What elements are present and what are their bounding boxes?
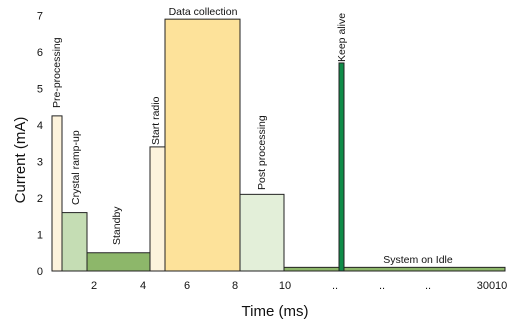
phase-label-system-on-idle: System on Idle: [383, 254, 453, 266]
phase-label-data-collection: Data collection: [169, 6, 238, 18]
phase-label-pre-processing: Pre-processing: [51, 37, 63, 108]
phase-label-post-processing: Post processing: [256, 115, 268, 190]
y-tick-label: 7: [37, 11, 43, 23]
bar-keep-alive: [338, 62, 345, 272]
bar-pre-processing: [51, 115, 63, 272]
y-tick-label: 2: [37, 193, 43, 205]
x-tick-label: ..: [379, 280, 385, 292]
bar-crystal-ramp-up: [61, 212, 88, 272]
x-tick-label: 30010: [477, 280, 508, 292]
phase-labels: Pre-processing Crystal ramp-up Standby Star…: [51, 6, 453, 266]
x-tick-label: 8: [232, 280, 238, 292]
bar-post-processing: [239, 193, 285, 272]
bar-standby: [86, 252, 151, 272]
y-axis-title: Current (mA): [12, 117, 29, 204]
x-tick-label: ..: [425, 280, 431, 292]
y-tick-label: 4: [37, 120, 43, 132]
phase-label-standby: Standby: [111, 206, 123, 245]
bar-start-radio: [149, 146, 166, 272]
x-tick-label: 10: [279, 280, 291, 292]
phase-bars: [51, 18, 506, 272]
y-tick-label: 0: [37, 266, 43, 278]
y-tick-labels: 0 1 2 3 4 5 6 7: [37, 11, 43, 279]
phase-label-crystal-ramp-up: Crystal ramp-up: [70, 130, 82, 205]
bar-system-on-idle: [283, 266, 506, 272]
x-axis-title: Time (ms): [242, 303, 309, 320]
x-tick-labels: 2 4 6 8 10...... 30010: [91, 280, 507, 292]
y-tick-label: 1: [37, 230, 43, 242]
x-tick-label: 6: [184, 280, 190, 292]
phase-label-start-radio: Start radio: [150, 96, 162, 145]
y-tick-label: 6: [37, 47, 43, 59]
x-tick-label: 4: [140, 280, 146, 292]
y-tick-label: 3: [37, 157, 43, 169]
x-tick-label: 2: [91, 280, 97, 292]
bar-data-collection: [164, 18, 241, 272]
y-tick-label: 5: [37, 84, 43, 96]
x-tick-label: ..: [332, 280, 338, 292]
phase-label-keep-alive: Keep alive: [336, 13, 348, 62]
